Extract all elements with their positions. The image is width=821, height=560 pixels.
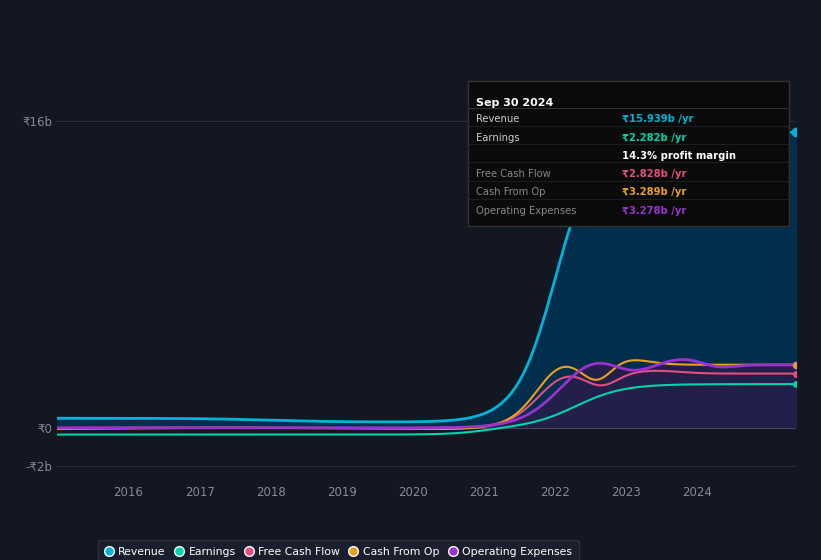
Text: Free Cash Flow: Free Cash Flow xyxy=(476,169,551,179)
Text: ₹2.282b /yr: ₹2.282b /yr xyxy=(621,133,686,143)
Text: 14.3% profit margin: 14.3% profit margin xyxy=(621,151,736,161)
Text: Revenue: Revenue xyxy=(476,114,520,124)
Text: ₹2.828b /yr: ₹2.828b /yr xyxy=(621,169,686,179)
FancyBboxPatch shape xyxy=(468,81,789,226)
Text: ₹15.939b /yr: ₹15.939b /yr xyxy=(621,114,694,124)
Text: Operating Expenses: Operating Expenses xyxy=(476,206,577,216)
Text: Earnings: Earnings xyxy=(476,133,520,143)
Text: Sep 30 2024: Sep 30 2024 xyxy=(476,98,554,108)
Text: ₹3.278b /yr: ₹3.278b /yr xyxy=(621,206,686,216)
Text: Cash From Op: Cash From Op xyxy=(476,188,546,197)
Text: ₹3.289b /yr: ₹3.289b /yr xyxy=(621,188,686,197)
Legend: Revenue, Earnings, Free Cash Flow, Cash From Op, Operating Expenses: Revenue, Earnings, Free Cash Flow, Cash … xyxy=(98,540,579,560)
